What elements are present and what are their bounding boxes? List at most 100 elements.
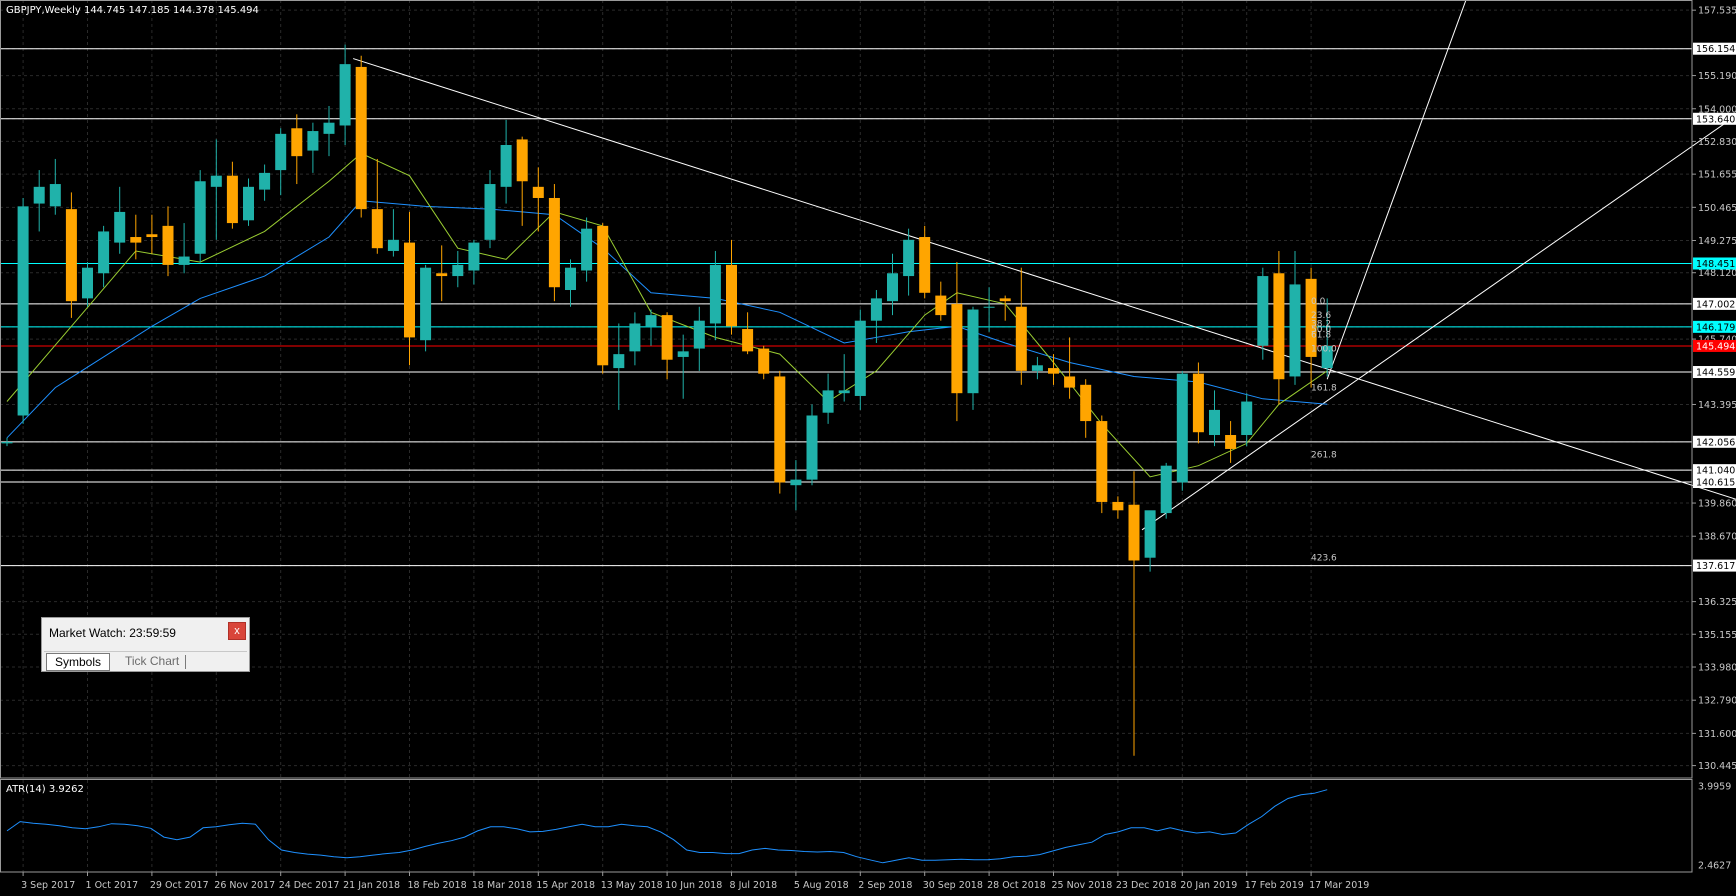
trendline (1141, 115, 1736, 531)
y-tick-label: 149.275 (1698, 236, 1736, 247)
candle-body (1015, 306, 1027, 371)
fibonacci-levels[interactable]: 0.0 23.638.250.061.8 100.0 161.8 261.8 423.6 (1311, 297, 1337, 564)
candle-body (452, 264, 464, 277)
fibo-label: 0.0 (1311, 297, 1326, 307)
x-tick-label: 28 Oct 2018 (987, 880, 1046, 891)
x-tick-label: 26 Nov 2017 (214, 880, 275, 891)
candle-body (1031, 365, 1043, 371)
candle-body (468, 242, 480, 271)
close-button[interactable]: x (228, 622, 246, 640)
atr-label: ATR(14) 3.9262 (6, 784, 84, 795)
horizontal-levels[interactable] (0, 48, 1692, 567)
atr-indicator: 3.9959 2.4627 (6, 781, 1731, 871)
candle-body (82, 267, 93, 299)
y-tick-label: 151.655 (1698, 170, 1736, 181)
chart-grid (0, 0, 1692, 872)
candle-body (581, 228, 593, 271)
candle-body (1112, 501, 1124, 511)
candle-body (693, 320, 705, 349)
y-tick-label: 136.325 (1698, 597, 1736, 608)
y-tick-label: 157.535 (1698, 6, 1736, 17)
ma-slow-line (6, 200, 1328, 439)
candle-body (661, 315, 673, 360)
candle-body (758, 348, 770, 374)
price-label: 145.494 (1696, 341, 1735, 352)
candle-body (355, 66, 367, 210)
candle-body (178, 256, 190, 265)
candle-body (854, 320, 866, 396)
price-label: 140.615 (1696, 477, 1735, 488)
candle-body (65, 209, 77, 302)
price-label: 156.154 (1696, 44, 1735, 55)
candle-body (597, 225, 609, 366)
market-watch-panel[interactable]: Market Watch: 23:59:59 x Symbols Tick Ch… (41, 617, 250, 672)
candle-body (210, 175, 222, 187)
price-label-box (1693, 42, 1736, 55)
price-label: 137.617 (1696, 561, 1735, 572)
trendlines[interactable] (352, 0, 1736, 531)
candle-body (275, 133, 287, 171)
y-tick-label: 150.465 (1698, 203, 1736, 214)
tab-tick-chart[interactable]: Tick Chart (125, 654, 180, 668)
x-tick-label: 29 Oct 2017 (150, 880, 209, 891)
fibo-label: 261.8 (1311, 451, 1337, 461)
trendline (352, 58, 1736, 500)
fibo-label: 61.8 (1311, 331, 1331, 341)
candle-body (565, 267, 576, 291)
candle-body (1176, 373, 1188, 483)
candle-body (404, 242, 415, 338)
price-label: 144.559 (1696, 368, 1735, 379)
x-tick-label: 1 Oct 2017 (86, 880, 139, 891)
candle-body (194, 181, 206, 254)
candle-body (548, 197, 560, 288)
chart-header: GBPJPY,Weekly 144.745 147.185 144.378 14… (6, 5, 259, 16)
candle-body (999, 298, 1011, 302)
price-label-box (1693, 435, 1736, 448)
atr-line (6, 789, 1328, 864)
fibo-label: 100.0 (1311, 345, 1337, 355)
y-tick-label: 133.980 (1698, 663, 1736, 674)
candle-body (49, 184, 61, 207)
y-tick-label: 130.445 (1698, 761, 1736, 772)
candle-body (98, 231, 110, 274)
candle-body (339, 64, 351, 126)
candle-body (613, 354, 625, 369)
candle-body (1321, 345, 1333, 369)
price-label-box (1693, 475, 1736, 488)
candle-body (790, 479, 802, 486)
candle-body (1096, 421, 1108, 502)
candle-body (806, 415, 818, 480)
candle-body (323, 122, 335, 134)
x-tick-label: 3 Sep 2017 (21, 880, 75, 891)
candle-body (967, 309, 979, 394)
x-tick-label: 15 Apr 2018 (536, 880, 595, 891)
candle-body (629, 323, 641, 352)
price-label: 141.040 (1696, 466, 1735, 477)
candle-body (774, 376, 786, 483)
candle-body (903, 239, 915, 277)
fibo-label: 161.8 (1311, 384, 1337, 394)
market-watch-title: Market Watch: 23:59:59 (49, 626, 176, 640)
candles (1, 44, 1333, 756)
y-tick-label: 143.395 (1698, 400, 1736, 411)
price-label-box (1693, 366, 1736, 379)
candle-body (1209, 409, 1220, 436)
atr-panel-frame (0, 779, 1693, 873)
fibo-label: 38.2 (1311, 319, 1331, 329)
price-panel-frame (0, 0, 1693, 779)
candle-body (870, 298, 882, 321)
price-label-box (1693, 339, 1736, 352)
x-tick-label: 17 Feb 2019 (1245, 880, 1304, 891)
price-label: 153.640 (1696, 114, 1735, 125)
candle-body (742, 329, 754, 352)
y-tick-label: 132.790 (1698, 696, 1736, 707)
candle-body (259, 172, 271, 190)
fibo-label: 50.0 (1311, 325, 1331, 335)
tab-symbols[interactable]: Symbols (46, 653, 111, 671)
candle-body (1289, 284, 1301, 377)
y-tick-label: 152.830 (1698, 137, 1736, 148)
candle-body (1160, 465, 1172, 514)
